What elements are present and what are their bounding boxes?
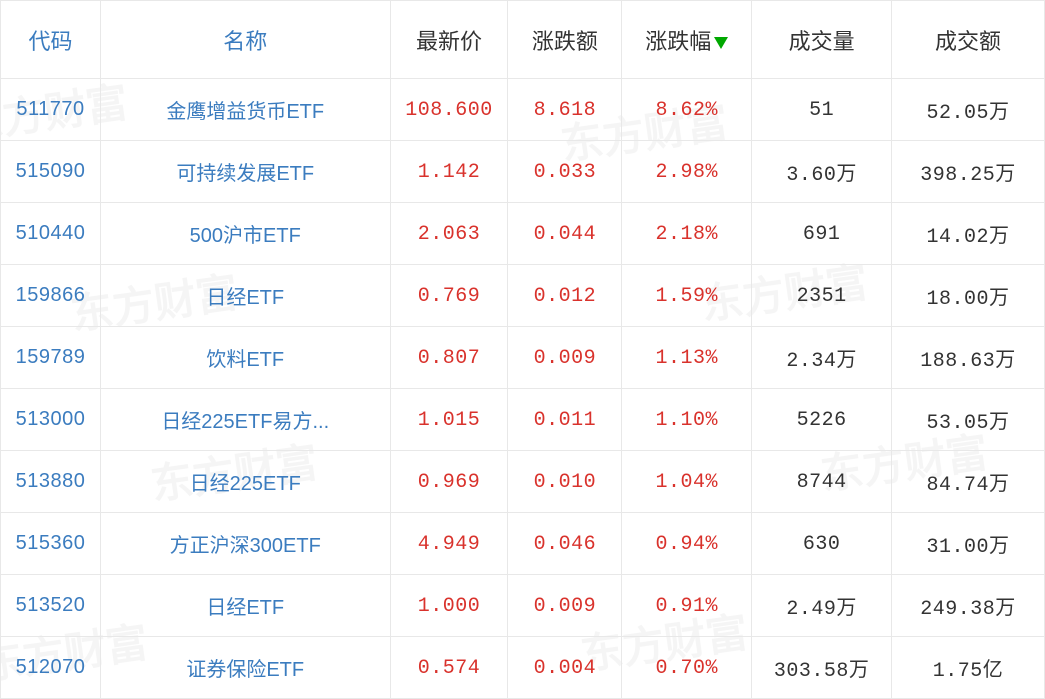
header-name[interactable]: 名称: [100, 1, 390, 79]
cell-pct: 2.98%: [656, 161, 719, 184]
cell-code[interactable]: 513520: [16, 594, 86, 616]
table-row[interactable]: 513000 日经225ETF易方... 1.015 0.011 1.10% 5226 53…: [1, 389, 1045, 451]
header-label: 最新价: [416, 29, 482, 54]
cell-volume: 5226: [797, 409, 847, 432]
header-pct[interactable]: 涨跌幅: [622, 1, 752, 79]
cell-amount: 398.25万: [920, 164, 1016, 187]
etf-data-table: 代码 名称 最新价 涨跌额 涨跌幅 成交量 成交额 511770 金鹰增益货币ET…: [0, 0, 1045, 699]
cell-name[interactable]: 日经225ETF: [190, 473, 301, 495]
cell-price: 0.769: [418, 285, 481, 308]
cell-volume: 2.49万: [786, 598, 857, 621]
cell-name[interactable]: 证券保险ETF: [186, 659, 304, 681]
header-label: 涨跌额: [532, 29, 598, 54]
cell-code[interactable]: 515090: [16, 160, 86, 182]
cell-amount: 249.38万: [920, 598, 1016, 621]
cell-price: 1.015: [418, 409, 481, 432]
cell-code[interactable]: 515360: [16, 532, 86, 554]
cell-price: 4.949: [418, 533, 481, 556]
cell-pct: 0.91%: [656, 595, 719, 618]
table-row[interactable]: 513880 日经225ETF 0.969 0.010 1.04% 8744 84.74万: [1, 451, 1045, 513]
header-label: 涨跌幅: [645, 29, 711, 54]
cell-change: 0.009: [534, 595, 597, 618]
sort-desc-icon: [714, 37, 728, 49]
cell-amount: 52.05万: [927, 102, 1010, 125]
cell-code[interactable]: 511770: [16, 98, 84, 120]
cell-volume: 2.34万: [786, 350, 857, 373]
cell-amount: 18.00万: [927, 288, 1010, 311]
cell-volume: 630: [803, 533, 841, 556]
header-code[interactable]: 代码: [1, 1, 101, 79]
cell-price: 1.000: [418, 595, 481, 618]
cell-name[interactable]: 日经225ETF易方...: [161, 411, 329, 433]
cell-change: 0.011: [534, 409, 597, 432]
cell-price: 1.142: [418, 161, 481, 184]
cell-name[interactable]: 日经ETF: [206, 287, 284, 309]
header-label: 成交额: [935, 29, 1001, 54]
cell-pct: 8.62%: [656, 99, 719, 122]
cell-change: 0.010: [534, 471, 597, 494]
cell-change: 0.012: [534, 285, 597, 308]
cell-volume: 3.60万: [786, 164, 857, 187]
table-row[interactable]: 159866 日经ETF 0.769 0.012 1.59% 2351 18.00万: [1, 265, 1045, 327]
cell-pct: 2.18%: [656, 223, 719, 246]
cell-pct: 1.59%: [656, 285, 719, 308]
cell-pct: 1.04%: [656, 471, 719, 494]
cell-volume: 8744: [797, 471, 847, 494]
cell-change: 0.004: [534, 657, 597, 680]
cell-code[interactable]: 159866: [16, 284, 86, 306]
cell-pct: 0.94%: [656, 533, 719, 556]
header-label: 名称: [223, 29, 267, 54]
cell-price: 0.574: [418, 657, 481, 680]
table-row[interactable]: 515360 方正沪深300ETF 4.949 0.046 0.94% 630 31.00万: [1, 513, 1045, 575]
cell-name[interactable]: 可持续发展ETF: [176, 163, 314, 185]
cell-amount: 53.05万: [927, 412, 1010, 435]
cell-amount: 31.00万: [927, 536, 1010, 559]
cell-name[interactable]: 金鹰增益货币ETF: [166, 101, 324, 123]
cell-volume: 51: [809, 99, 834, 122]
cell-price: 0.807: [418, 347, 481, 370]
cell-amount: 84.74万: [927, 474, 1010, 497]
table-row[interactable]: 511770 金鹰增益货币ETF 108.600 8.618 8.62% 51 52.05万: [1, 79, 1045, 141]
cell-code[interactable]: 513000: [16, 408, 86, 430]
header-amount[interactable]: 成交额: [892, 1, 1045, 79]
cell-volume: 2351: [797, 285, 847, 308]
cell-change: 8.618: [534, 99, 597, 122]
cell-change: 0.009: [534, 347, 597, 370]
cell-code[interactable]: 513880: [16, 470, 86, 492]
cell-volume: 303.58万: [774, 660, 870, 683]
cell-code[interactable]: 159789: [16, 346, 86, 368]
table-header-row: 代码 名称 最新价 涨跌额 涨跌幅 成交量 成交额: [1, 1, 1045, 79]
cell-amount: 1.75亿: [933, 660, 1004, 683]
cell-amount: 188.63万: [920, 350, 1016, 373]
etf-table-container: 东方财富 东方财富 东方财富 东方财富 东方财富 东方财富 东方财富 东方财富 …: [0, 0, 1045, 699]
cell-name[interactable]: 500沪市ETF: [190, 225, 301, 247]
cell-name[interactable]: 方正沪深300ETF: [170, 535, 321, 557]
table-row[interactable]: 159789 饮料ETF 0.807 0.009 1.13% 2.34万 188.63万: [1, 327, 1045, 389]
cell-code[interactable]: 512070: [16, 656, 86, 678]
header-label: 代码: [28, 29, 72, 54]
table-row[interactable]: 512070 证券保险ETF 0.574 0.004 0.70% 303.58万 1.75亿: [1, 637, 1045, 699]
cell-name[interactable]: 饮料ETF: [206, 349, 284, 371]
cell-price: 0.969: [418, 471, 481, 494]
cell-pct: 1.10%: [656, 409, 719, 432]
table-row[interactable]: 510440 500沪市ETF 2.063 0.044 2.18% 691 14.02万: [1, 203, 1045, 265]
cell-price: 2.063: [418, 223, 481, 246]
cell-price: 108.600: [405, 99, 493, 122]
cell-change: 0.044: [534, 223, 597, 246]
cell-name[interactable]: 日经ETF: [206, 597, 284, 619]
cell-amount: 14.02万: [927, 226, 1010, 249]
header-price[interactable]: 最新价: [390, 1, 508, 79]
header-volume[interactable]: 成交量: [752, 1, 892, 79]
header-label: 成交量: [789, 29, 855, 54]
table-body: 511770 金鹰增益货币ETF 108.600 8.618 8.62% 51 52.05万…: [1, 79, 1045, 699]
cell-pct: 0.70%: [656, 657, 719, 680]
cell-pct: 1.13%: [656, 347, 719, 370]
header-change[interactable]: 涨跌额: [508, 1, 622, 79]
cell-change: 0.033: [534, 161, 597, 184]
cell-volume: 691: [803, 223, 841, 246]
table-row[interactable]: 515090 可持续发展ETF 1.142 0.033 2.98% 3.60万 398.25…: [1, 141, 1045, 203]
cell-code[interactable]: 510440: [16, 222, 86, 244]
cell-change: 0.046: [534, 533, 597, 556]
table-row[interactable]: 513520 日经ETF 1.000 0.009 0.91% 2.49万 249.38万: [1, 575, 1045, 637]
